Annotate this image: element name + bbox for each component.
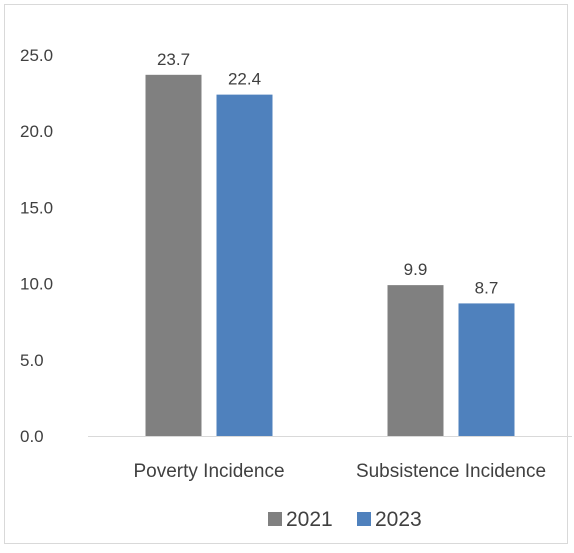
y-tick-label: 5.0 bbox=[20, 351, 44, 370]
bar bbox=[458, 303, 515, 436]
category-labels: Poverty Incidence Subsistence Incidence bbox=[133, 461, 546, 482]
legend-swatch bbox=[268, 512, 282, 526]
data-label: 22.4 bbox=[228, 70, 261, 89]
bar bbox=[145, 74, 202, 436]
bar bbox=[216, 94, 273, 437]
y-tick-label: 0.0 bbox=[20, 427, 44, 446]
bar bbox=[387, 285, 444, 436]
y-axis-tick-labels: 0.0 5.0 10.0 15.0 20.0 25.0 bbox=[20, 46, 53, 446]
category-label: Poverty Incidence bbox=[133, 461, 284, 482]
y-tick-label: 15.0 bbox=[20, 198, 53, 217]
legend-label: 2021 bbox=[286, 508, 333, 531]
y-tick-label: 20.0 bbox=[20, 122, 53, 141]
data-label: 23.7 bbox=[157, 50, 190, 69]
legend-label: 2023 bbox=[375, 508, 422, 531]
y-tick-label: 10.0 bbox=[20, 275, 53, 294]
category-label: Subsistence Incidence bbox=[356, 461, 546, 482]
legend-swatch bbox=[357, 512, 371, 526]
data-label: 8.7 bbox=[475, 278, 499, 297]
data-labels: 23.7 22.4 9.9 8.7 bbox=[157, 50, 498, 298]
y-tick-label: 25.0 bbox=[20, 46, 53, 65]
data-label: 9.9 bbox=[404, 260, 428, 279]
legend: 2021 2023 bbox=[268, 508, 422, 531]
bars bbox=[145, 74, 515, 437]
